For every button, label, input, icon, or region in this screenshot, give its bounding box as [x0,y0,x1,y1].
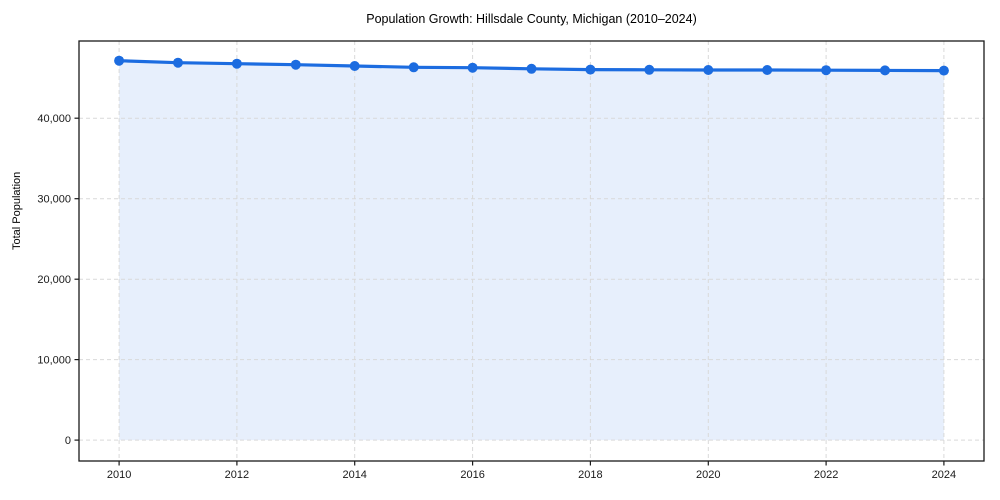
x-tick-label: 2016 [460,469,484,481]
x-tick-label: 2018 [578,469,602,481]
data-point-marker [585,64,596,75]
data-point-marker [290,59,301,70]
x-tick-label: 2012 [225,469,249,481]
x-tick-label: 2014 [342,469,366,481]
x-tick-label: 2022 [814,469,838,481]
plot-border [78,40,985,462]
y-tick-label: 20,000 [37,274,71,286]
x-tick-label: 2024 [932,469,956,481]
area-fill [119,60,944,441]
data-point-marker [526,63,537,74]
x-tick-label: 2010 [107,469,131,481]
x-tick-label: 2020 [696,469,720,481]
y-tick-label: 0 [65,435,71,447]
data-point-marker [173,57,183,68]
data-point-marker [880,65,890,76]
data-point-marker [644,64,655,75]
data-point-marker [703,65,714,75]
data-point-marker [938,65,949,76]
chart-title: Population Growth: Hillsdale County, Mic… [366,12,697,26]
y-tick-label: 30,000 [37,194,71,206]
y-tick-label: 10,000 [37,354,71,366]
y-tick-label: 40,000 [37,113,71,125]
data-point-marker [114,55,125,66]
data-point-marker [349,61,360,71]
data-point-marker [821,65,832,76]
data-point-marker [467,62,478,73]
data-point-marker [408,62,419,73]
data-point-marker [762,65,773,75]
data-point-marker [231,58,242,69]
